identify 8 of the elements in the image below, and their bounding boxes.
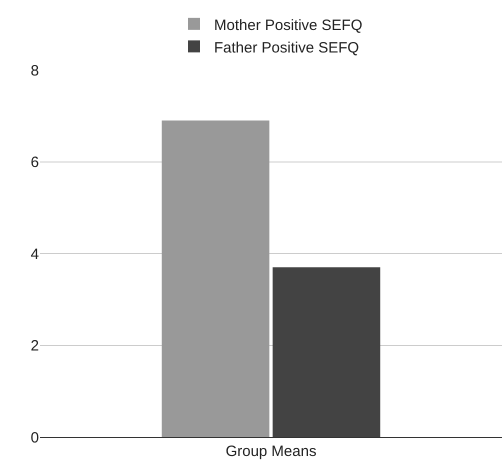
- y-tick-label: 8: [30, 62, 39, 80]
- legend-label: Father Positive SEFQ: [214, 39, 360, 56]
- y-tick-label: 0: [30, 429, 39, 446]
- x-tick-label: Group Means: [226, 443, 316, 460]
- y-tick-label: 2: [30, 338, 39, 354]
- legend-label: Mother Positive SEFQ: [214, 16, 362, 34]
- y-tick-label: 6: [30, 154, 39, 171]
- y-tick-label: 4: [30, 246, 39, 263]
